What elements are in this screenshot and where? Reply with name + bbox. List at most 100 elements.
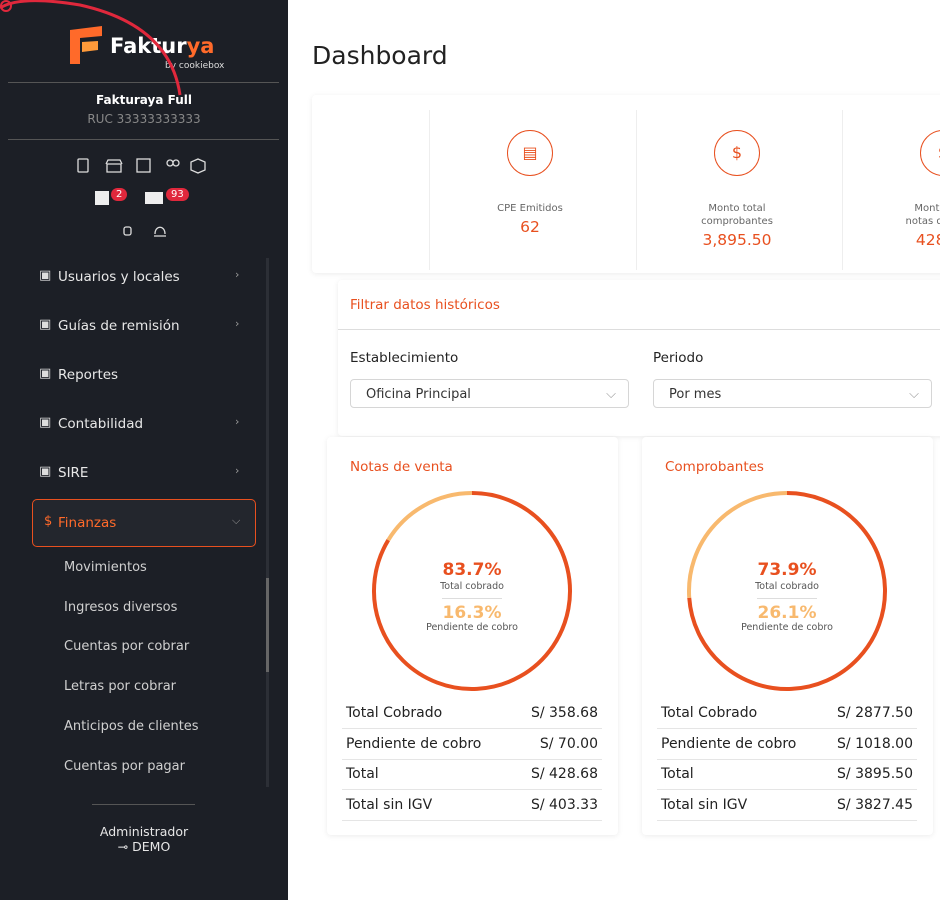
donut-caption: Pendiente de cobro bbox=[741, 622, 833, 633]
column-divider bbox=[636, 110, 637, 270]
stat-label: Monto total notas de venta bbox=[905, 203, 940, 227]
donut-caption: Total cobrado bbox=[440, 581, 504, 592]
divider bbox=[8, 139, 279, 140]
summary-row: Total sin IGV S/ 3827.45 bbox=[657, 790, 917, 821]
row-value: S/ 358.68 bbox=[530, 705, 598, 721]
row-value: S/ 428.68 bbox=[530, 766, 598, 782]
select-value: Por mes bbox=[669, 387, 722, 402]
select[interactable]: Por mes ⌵ bbox=[653, 379, 932, 408]
row-label: Total sin IGV bbox=[346, 797, 433, 813]
divider bbox=[338, 329, 940, 330]
submenu-item[interactable]: Cuentas por cobrar bbox=[64, 639, 190, 654]
chevron: › bbox=[235, 415, 240, 428]
column-divider bbox=[842, 110, 843, 270]
brand-accent: ya bbox=[186, 34, 215, 58]
donut-segment bbox=[687, 491, 788, 598]
icon[interactable] bbox=[105, 159, 123, 173]
chart-title: Comprobantes bbox=[665, 459, 764, 475]
row-label: Total sin IGV bbox=[661, 797, 748, 813]
donut-separator bbox=[442, 598, 502, 599]
menu-item[interactable]: Contabilidad bbox=[58, 416, 144, 432]
donut-caption: Total cobrado bbox=[755, 581, 819, 592]
row-value: S/ 1018.00 bbox=[837, 736, 913, 752]
chart-card bbox=[327, 437, 618, 835]
badge: 2 bbox=[111, 188, 128, 201]
summary-row: Pendiente de cobro S/ 1018.00 bbox=[657, 729, 917, 760]
summary-row: Total Cobrado S/ 358.68 bbox=[342, 698, 602, 729]
donut-label: 26.1% bbox=[757, 603, 817, 623]
scroll-thumb bbox=[266, 578, 269, 672]
icon[interactable] bbox=[136, 158, 151, 173]
donut-segment bbox=[386, 491, 473, 542]
menu-active[interactable] bbox=[32, 499, 256, 547]
summary-row: Pendiente de cobro S/ 70.00 bbox=[342, 729, 602, 760]
submenu-item[interactable]: Ingresos diversos bbox=[64, 600, 178, 615]
row-value: S/ 3895.50 bbox=[837, 766, 913, 782]
icon[interactable] bbox=[77, 158, 89, 173]
icon[interactable] bbox=[154, 226, 166, 237]
chevron: › bbox=[235, 268, 240, 281]
row-label: Total Cobrado bbox=[346, 705, 443, 721]
menu-item[interactable]: Reportes bbox=[58, 367, 119, 383]
chart-card bbox=[642, 437, 933, 835]
scrollbar bbox=[266, 258, 269, 787]
divider bbox=[8, 82, 279, 83]
row-label: Total Cobrado bbox=[661, 705, 758, 721]
stat-label: CPE Emitidos bbox=[497, 203, 563, 214]
icon[interactable] bbox=[166, 159, 174, 167]
row-label: Pendiente de cobro bbox=[661, 736, 797, 752]
donut-segment bbox=[687, 491, 887, 691]
annotation-arrow bbox=[0, 0, 182, 96]
row-label: Pendiente de cobro bbox=[346, 736, 482, 752]
chevron: › bbox=[235, 317, 240, 330]
sidebar: Fakturya by cookiebox Fakturaya Full RUC… bbox=[0, 0, 288, 900]
icon[interactable] bbox=[123, 226, 132, 236]
page-title: Dashboard bbox=[312, 41, 448, 70]
row-value: S/ 2877.50 bbox=[837, 705, 913, 721]
field-label: Establecimiento bbox=[350, 350, 459, 366]
donut-separator bbox=[757, 598, 817, 599]
row-value: S/ 70.00 bbox=[539, 736, 598, 752]
submenu-item[interactable]: Anticipos de clientes bbox=[64, 719, 199, 734]
menu-item[interactable]: SIRE bbox=[58, 465, 89, 481]
donut bbox=[372, 491, 572, 691]
field-label: Periodo bbox=[653, 350, 704, 366]
row-label: Total bbox=[346, 766, 379, 782]
summary-row: Total sin IGV S/ 403.33 bbox=[342, 790, 602, 821]
stat-label: Monto total comprobantes bbox=[701, 203, 773, 227]
stat-icon: ▤ bbox=[507, 130, 553, 176]
menu-icon: ▣ bbox=[39, 317, 52, 332]
user-name: DEMO bbox=[132, 839, 171, 854]
menu-item[interactable]: Guías de remisión bbox=[58, 318, 180, 334]
donut-segment bbox=[372, 491, 572, 691]
select-value: Oficina Principal bbox=[366, 387, 471, 402]
divider bbox=[92, 804, 195, 805]
submenu-item[interactable]: Cuentas por pagar bbox=[64, 759, 185, 774]
donut-label: 83.7% bbox=[442, 560, 502, 580]
badge: 93 bbox=[166, 188, 189, 201]
icon[interactable] bbox=[145, 192, 163, 204]
chevron: ⌵ bbox=[232, 514, 241, 527]
brand-sub: by cookiebox bbox=[165, 61, 225, 71]
stat-value: 62 bbox=[520, 218, 540, 236]
summary-row: Total S/ 428.68 bbox=[342, 759, 602, 790]
row-value: S/ 3827.45 bbox=[837, 797, 913, 813]
column-divider bbox=[429, 110, 430, 270]
submenu-item[interactable]: Movimientos bbox=[64, 560, 147, 575]
icon[interactable] bbox=[190, 158, 206, 174]
stat-value: 3,895.50 bbox=[702, 231, 772, 249]
chevron: › bbox=[235, 464, 240, 477]
menu-item[interactable]: Usuarios y locales bbox=[58, 269, 180, 285]
row-value: S/ 403.33 bbox=[530, 797, 598, 813]
select[interactable]: Oficina Principal ⌵ bbox=[350, 379, 629, 408]
user: ⊸ DEMO bbox=[117, 839, 171, 854]
menu-item[interactable]: Finanzas bbox=[58, 515, 117, 531]
menu-icon: ▣ bbox=[39, 366, 52, 381]
submenu-item[interactable]: Letras por cobrar bbox=[64, 679, 177, 694]
donut-label: 73.9% bbox=[757, 560, 817, 580]
icon[interactable] bbox=[95, 191, 109, 205]
logo-icon bbox=[70, 26, 102, 64]
